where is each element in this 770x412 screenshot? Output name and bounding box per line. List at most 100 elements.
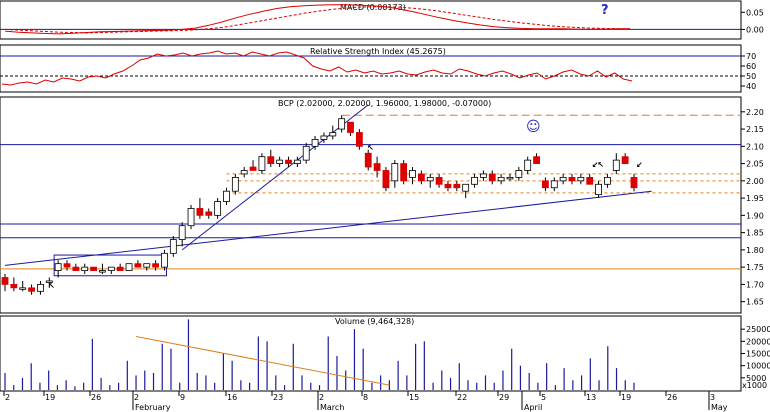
x-date-tick-label: 26: [91, 393, 101, 402]
candle-body: [409, 170, 416, 178]
price-tick-label: 2.10: [746, 142, 764, 151]
candle-body: [214, 201, 222, 216]
candle-body: [444, 183, 452, 189]
price-tick-label: 1.75: [746, 263, 764, 272]
candle-body: [231, 176, 239, 192]
x-date-tick-label: 2: [319, 393, 324, 402]
candle-body: [391, 163, 399, 182]
x-month-label: April: [524, 403, 542, 412]
candle-body: [134, 263, 142, 268]
x-month-label: March: [320, 403, 344, 412]
candle-body: [621, 156, 629, 164]
candle-body: [285, 159, 292, 164]
candle-body: [515, 170, 523, 178]
arrow-annotation-icon: ↖: [367, 143, 374, 152]
candle-body: [311, 139, 319, 147]
candle-body: [276, 159, 284, 164]
candle-body: [1, 277, 9, 285]
candle-body: [293, 159, 301, 164]
candle-body: [338, 118, 346, 130]
x-date-tick-label: 23: [273, 393, 283, 402]
candle-body: [400, 163, 408, 182]
candle-body: [302, 145, 310, 161]
x-date-tick-label: 19: [621, 393, 631, 402]
candle-body: [488, 173, 496, 182]
candle-body: [355, 132, 363, 147]
candle-body: [550, 180, 558, 189]
rsi-tick-label: 60: [746, 62, 756, 71]
candle-body: [178, 225, 186, 240]
volume-tick-label: 20000: [746, 337, 770, 346]
x-date-tick-label: 26: [667, 393, 677, 402]
candle-body: [116, 266, 124, 271]
price-trend-line: [4, 190, 652, 266]
candle-body: [161, 252, 168, 268]
candle-body: [10, 283, 18, 289]
x-date-tick-label: 2: [134, 393, 139, 402]
marks-layer: ↖↖↙ ↖ ↙: [1, 4, 643, 390]
candle-body: [577, 176, 585, 182]
candle-body: [320, 135, 328, 140]
macd-tick-label: 0.00: [746, 25, 764, 34]
candle-body: [90, 266, 97, 271]
candle-body: [382, 170, 390, 189]
arrow-annotation-icon: ↙: [636, 161, 643, 170]
rsi-series-line: [1, 50, 633, 86]
price-tick-label: 1.65: [746, 298, 764, 307]
x-date-tick-label: 13: [586, 393, 596, 402]
candle-body: [373, 163, 381, 171]
rsi-tick-label: 70: [746, 52, 756, 61]
candle-body: [453, 183, 461, 189]
candle-body: [595, 183, 602, 196]
macd-tick-label: 0.05: [746, 8, 764, 17]
candle-body: [462, 183, 470, 192]
volume-tick-label: 10000: [746, 362, 770, 371]
candle-body: [347, 121, 354, 133]
candle-body: [107, 266, 115, 271]
candle-body: [426, 176, 434, 182]
candle-body: [205, 211, 213, 216]
candle-body: [267, 156, 275, 164]
volume-trend-line: [135, 335, 390, 386]
price-tick-label: 2.00: [746, 177, 764, 186]
volume-panel-frame: [0, 315, 742, 392]
rsi-panel-frame: [0, 44, 742, 93]
candle-body: [630, 176, 638, 189]
x-date-tick-label: 19: [45, 393, 55, 402]
price-tick-label: 2.15: [746, 125, 764, 134]
arrow-annotation-icon: ↙: [592, 161, 599, 170]
price-tick-label: 1.90: [746, 211, 764, 220]
grid-layer: [0, 28, 741, 277]
arrow-annotation-icon: ↖: [48, 281, 55, 290]
candle-body: [19, 287, 27, 290]
volume-tick-label: 25000: [746, 325, 770, 334]
volume-title: Volume (9,464,328): [335, 317, 414, 326]
candle-body: [435, 176, 443, 185]
candle-body: [125, 263, 133, 271]
candle-body: [223, 190, 230, 202]
volume-unit-label: x1000: [742, 381, 767, 390]
candle-body: [542, 180, 549, 189]
rsi-tick-label: 40: [746, 82, 756, 91]
price-tick-label: 1.70: [746, 280, 764, 289]
x-date-tick-label: 2: [5, 393, 10, 402]
candle-body: [169, 239, 177, 254]
x-date-tick-label: 3: [710, 393, 715, 402]
x-date-tick-label: 5: [541, 393, 546, 402]
candle-body: [99, 270, 106, 273]
price-tick-label: 1.95: [746, 194, 764, 203]
x-date-tick-label: 8: [363, 393, 368, 402]
rsi-title: Relative Strength Index (45.2675): [310, 47, 446, 56]
candle-body: [568, 176, 576, 182]
x-date-tick-label: 15: [409, 393, 419, 402]
candle-body: [479, 173, 487, 178]
x-date-tick-label: 22: [457, 393, 467, 402]
x-month-label: February: [135, 403, 171, 412]
candle-body: [506, 176, 514, 180]
price-tick-label: 2.05: [746, 160, 764, 169]
candle-body: [240, 170, 248, 175]
x-date-tick-label: 16: [227, 393, 237, 402]
price-title: BCP (2.02000, 2.02000, 1.96000, 1.98000,…: [278, 99, 491, 108]
